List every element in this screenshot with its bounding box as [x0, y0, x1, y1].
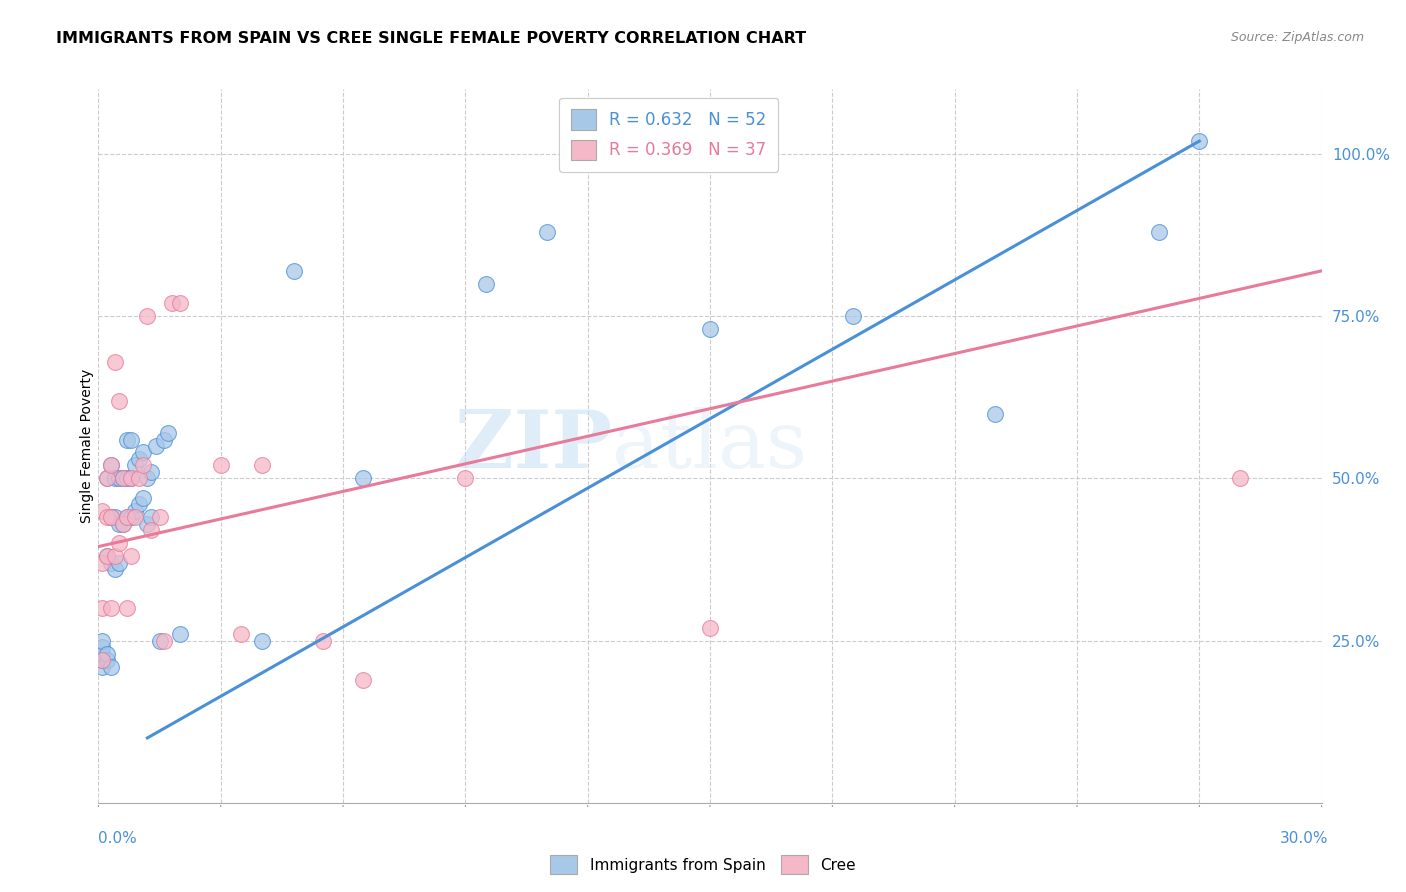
Point [100, 458, 122, 473]
Point [699, 621, 721, 635]
Point [132, 445, 155, 459]
Point [108, 536, 131, 550]
Point [699, 322, 721, 336]
Text: atlas: atlas [612, 407, 807, 485]
Point [104, 354, 127, 368]
Point [169, 627, 191, 641]
Point [115, 471, 138, 485]
Point [152, 633, 174, 648]
Point [132, 458, 155, 473]
Point [115, 433, 138, 447]
Point [111, 516, 134, 531]
Point [96, 549, 118, 564]
Point [283, 264, 305, 278]
Point [841, 310, 863, 324]
Point [128, 497, 150, 511]
Point [120, 549, 142, 564]
Point [1229, 471, 1251, 485]
Point [108, 471, 131, 485]
Point [96, 653, 118, 667]
Point [91, 653, 114, 667]
Point [115, 510, 138, 524]
Point [96, 510, 118, 524]
Text: IMMIGRANTS FROM SPAIN VS CREE SINGLE FEMALE POVERTY CORRELATION CHART: IMMIGRANTS FROM SPAIN VS CREE SINGLE FEM… [56, 31, 807, 46]
Point [120, 471, 142, 485]
Point [152, 433, 174, 447]
Point [100, 458, 122, 473]
Point [91, 640, 114, 654]
Point [474, 277, 498, 291]
Point [115, 510, 138, 524]
Point [111, 516, 134, 531]
Point [104, 510, 127, 524]
Point [120, 510, 142, 524]
Point [111, 471, 134, 485]
Point [132, 491, 155, 505]
Text: 30.0%: 30.0% [1281, 831, 1329, 846]
Text: Source: ZipAtlas.com: Source: ZipAtlas.com [1230, 31, 1364, 45]
Point [141, 524, 163, 538]
Point [100, 510, 122, 524]
Point [96, 471, 118, 485]
Point [124, 510, 146, 524]
Point [91, 556, 114, 570]
Point [100, 510, 122, 524]
Point [120, 471, 142, 485]
Point [1147, 225, 1170, 239]
Point [141, 510, 163, 524]
Point [120, 433, 142, 447]
Point [312, 633, 335, 648]
Point [124, 504, 146, 518]
Y-axis label: Single Female Poverty: Single Female Poverty [80, 369, 94, 523]
Point [250, 633, 273, 648]
Point [169, 296, 191, 310]
Point [104, 549, 127, 564]
Point [209, 458, 232, 473]
Point [91, 647, 114, 661]
Point [91, 653, 114, 667]
Point [108, 516, 131, 531]
Legend: Immigrants from Spain, Cree: Immigrants from Spain, Cree [544, 849, 862, 880]
Point [352, 673, 374, 687]
Point [96, 471, 118, 485]
Point [160, 296, 183, 310]
Point [100, 556, 122, 570]
Point [91, 633, 114, 648]
Point [128, 452, 150, 467]
Point [100, 659, 122, 673]
Point [100, 601, 122, 615]
Point [136, 471, 159, 485]
Point [1188, 134, 1211, 148]
Point [149, 633, 172, 648]
Point [104, 471, 127, 485]
Point [104, 562, 127, 576]
Point [984, 407, 1007, 421]
Point [231, 627, 253, 641]
Text: 0.0%: 0.0% [98, 831, 138, 846]
Point [108, 556, 131, 570]
Point [536, 225, 558, 239]
Point [96, 549, 118, 564]
Point [111, 471, 134, 485]
Point [124, 458, 146, 473]
Point [141, 465, 163, 479]
Point [136, 516, 159, 531]
Point [156, 425, 179, 440]
Point [149, 510, 172, 524]
Point [91, 601, 114, 615]
Text: ZIP: ZIP [456, 407, 612, 485]
Point [96, 647, 118, 661]
Point [136, 310, 159, 324]
Point [145, 439, 167, 453]
Legend: R = 0.632   N = 52, R = 0.369   N = 37: R = 0.632 N = 52, R = 0.369 N = 37 [560, 97, 779, 171]
Point [352, 471, 374, 485]
Point [91, 659, 114, 673]
Point [91, 504, 114, 518]
Point [108, 393, 131, 408]
Point [115, 601, 138, 615]
Point [250, 458, 273, 473]
Point [128, 471, 150, 485]
Point [454, 471, 477, 485]
